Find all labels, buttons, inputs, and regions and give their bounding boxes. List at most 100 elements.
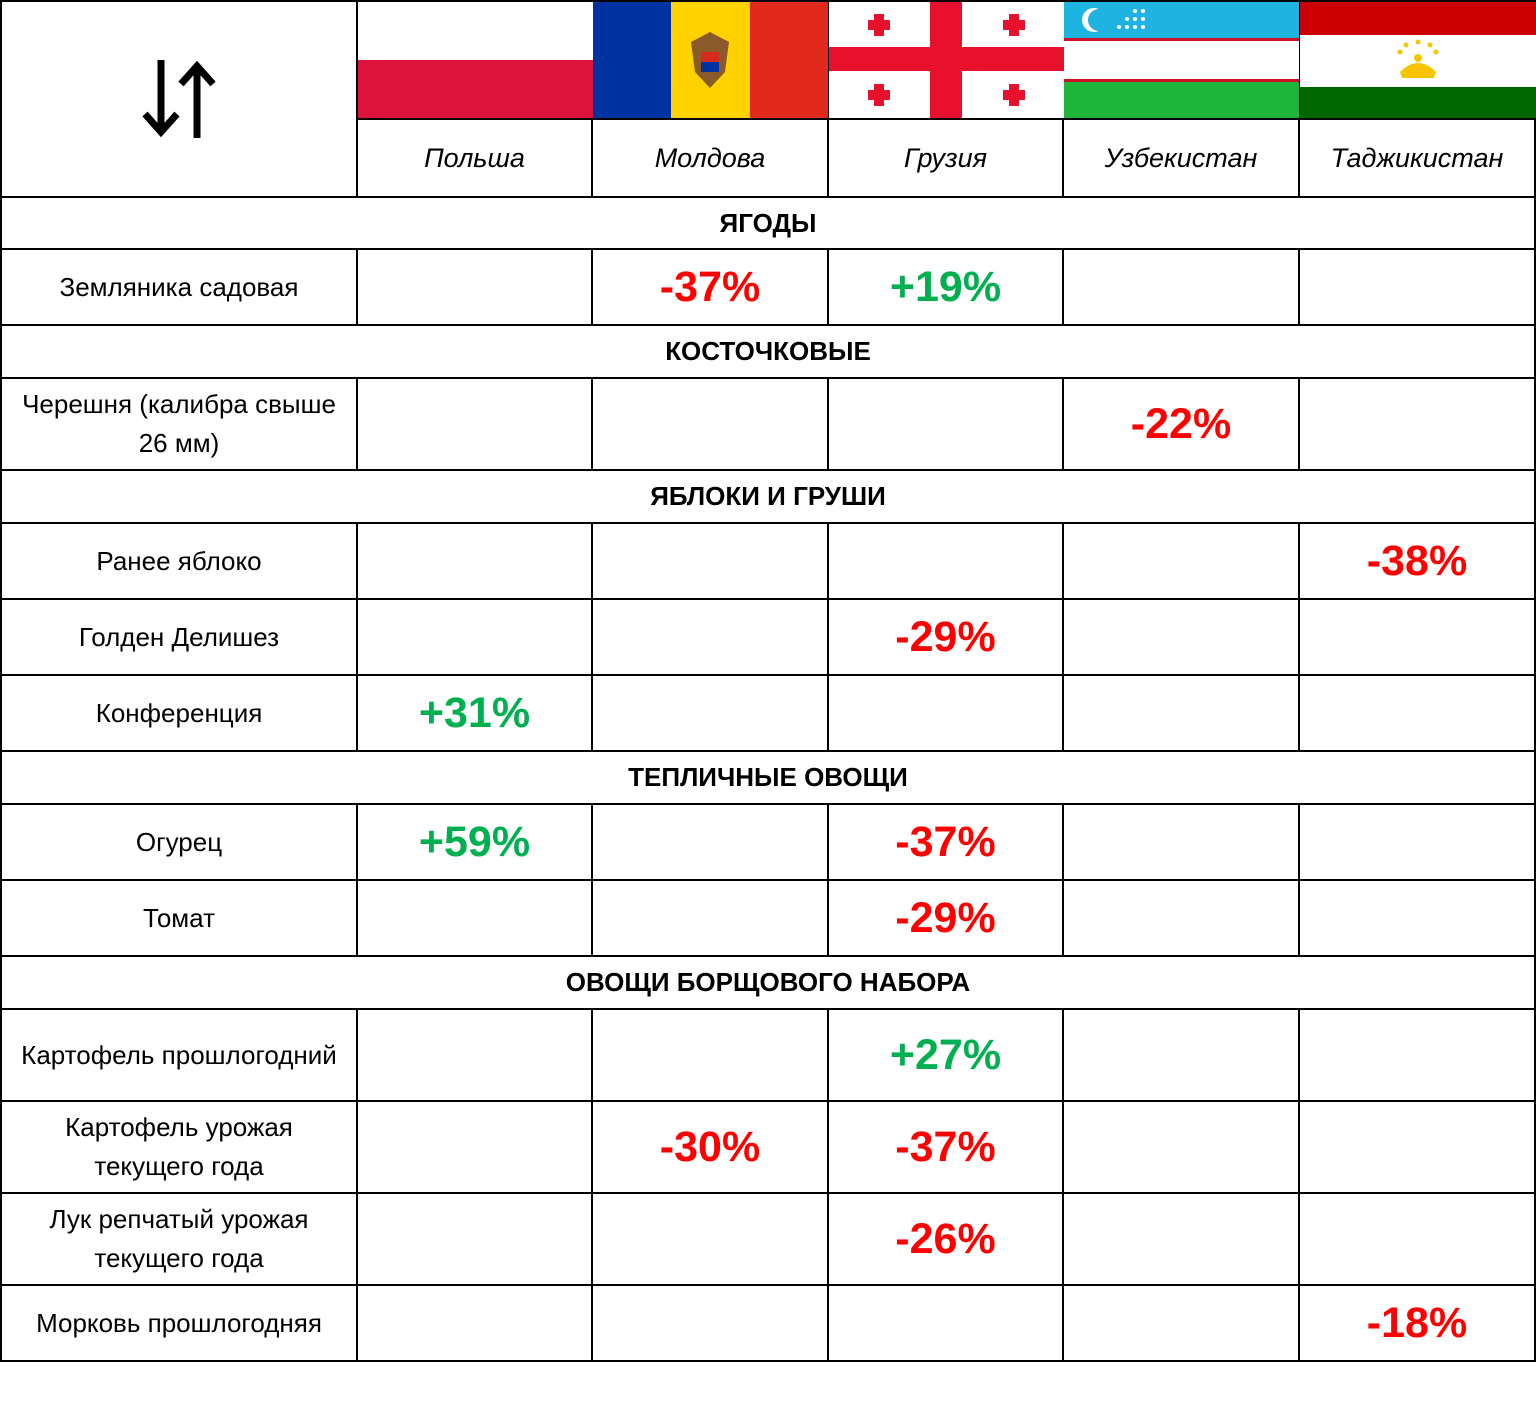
change-value: -29% — [827, 598, 1064, 676]
change-value: +59% — [356, 803, 593, 881]
change-value: -22% — [1062, 377, 1300, 471]
empty-cell — [1062, 248, 1300, 326]
row-label: Огурец — [0, 803, 358, 881]
empty-cell — [1298, 1008, 1536, 1102]
flag-poland — [356, 0, 593, 120]
row-label: Голден Делишез — [0, 598, 358, 676]
empty-cell — [1062, 803, 1300, 881]
section-row: ЯГОДЫ — [0, 196, 1536, 250]
empty-cell — [591, 1008, 829, 1102]
empty-cell — [591, 598, 829, 676]
section-row: ОВОЩИ БОРЩОВОГО НАБОРА — [0, 955, 1536, 1010]
empty-cell — [591, 674, 829, 752]
empty-cell — [827, 522, 1064, 600]
change-value: -37% — [827, 803, 1064, 881]
data-row: Лук репчатый урожая текущего года -26% — [0, 1192, 1536, 1286]
section-title: ТЕПЛИЧНЫЕ ОВОЩИ — [0, 750, 1536, 805]
row-label: Конференция — [0, 674, 358, 752]
empty-cell — [827, 1284, 1064, 1362]
data-row: Морковь прошлогодняя -18% — [0, 1284, 1536, 1362]
row-label: Морковь прошлогодняя — [0, 1284, 358, 1362]
section-title: ЯГОДЫ — [0, 196, 1536, 250]
empty-cell — [1062, 1008, 1300, 1102]
country-name: Таджикистан — [1298, 118, 1536, 198]
section-title: ОВОЩИ БОРЩОВОГО НАБОРА — [0, 955, 1536, 1010]
empty-cell — [1062, 1284, 1300, 1362]
change-value: -30% — [591, 1100, 829, 1194]
empty-cell — [1298, 1192, 1536, 1286]
empty-cell — [1062, 1192, 1300, 1286]
section-row: КОСТОЧКОВЫЕ — [0, 324, 1536, 379]
flag-uzbekistan — [1062, 0, 1300, 120]
flag-georgia — [827, 0, 1064, 120]
table: Польша Молдова Грузия Узбекистан Таджикистан… — [0, 0, 1536, 1362]
empty-cell — [1062, 598, 1300, 676]
flag-moldova — [591, 0, 829, 120]
empty-cell — [356, 522, 593, 600]
change-value: -26% — [827, 1192, 1064, 1286]
empty-cell — [591, 1284, 829, 1362]
empty-cell — [1062, 674, 1300, 752]
empty-cell — [356, 1008, 593, 1102]
empty-cell — [827, 674, 1064, 752]
row-label: Томат — [0, 879, 358, 957]
row-label: Ранее яблоко — [0, 522, 358, 600]
data-row: Картофель прошлогодний +27% — [0, 1008, 1536, 1102]
empty-cell — [356, 879, 593, 957]
empty-cell — [356, 377, 593, 471]
change-value: -18% — [1298, 1284, 1536, 1362]
change-value: -37% — [827, 1100, 1064, 1194]
empty-cell — [591, 522, 829, 600]
empty-cell — [591, 1192, 829, 1286]
country-name: Молдова — [591, 118, 829, 198]
empty-cell — [356, 1192, 593, 1286]
empty-cell — [1062, 522, 1300, 600]
change-value: -38% — [1298, 522, 1536, 600]
empty-cell — [356, 598, 593, 676]
row-label: Картофель прошлогодний — [0, 1008, 358, 1102]
change-value: +27% — [827, 1008, 1064, 1102]
change-value: +31% — [356, 674, 593, 752]
change-value: -29% — [827, 879, 1064, 957]
data-row: Ранее яблоко -38% — [0, 522, 1536, 600]
data-row: Голден Делишез -29% — [0, 598, 1536, 676]
data-row: Огурец +59% -37% — [0, 803, 1536, 881]
data-row: Черешня (калибра свыше 26 мм) -22% — [0, 377, 1536, 471]
section-row: ТЕПЛИЧНЫЕ ОВОЩИ — [0, 750, 1536, 805]
empty-cell — [1298, 803, 1536, 881]
empty-cell — [1062, 1100, 1300, 1194]
country-name: Узбекистан — [1062, 118, 1300, 198]
section-title: ЯБЛОКИ И ГРУШИ — [0, 469, 1536, 524]
empty-cell — [827, 377, 1064, 471]
empty-cell — [1298, 1100, 1536, 1194]
sort-icon — [142, 60, 216, 138]
country-name: Грузия — [827, 118, 1064, 198]
empty-cell — [591, 803, 829, 881]
change-value: -37% — [591, 248, 829, 326]
empty-cell — [1298, 598, 1536, 676]
sort-icon-cell — [0, 0, 358, 198]
empty-cell — [1062, 879, 1300, 957]
data-row: Земляника садовая -37% +19% — [0, 248, 1536, 326]
flag-tajikistan — [1298, 0, 1536, 120]
empty-cell — [356, 248, 593, 326]
row-label: Лук репчатый урожая текущего года — [0, 1192, 358, 1286]
empty-cell — [1298, 377, 1536, 471]
row-label: Земляника садовая — [0, 248, 358, 326]
change-value: +19% — [827, 248, 1064, 326]
empty-cell — [356, 1100, 593, 1194]
data-row: Картофель урожая текущего года -30% -37% — [0, 1100, 1536, 1194]
row-label: Черешня (калибра свыше 26 мм) — [0, 377, 358, 471]
empty-cell — [1298, 674, 1536, 752]
empty-cell — [1298, 248, 1536, 326]
empty-cell — [591, 879, 829, 957]
section-row: ЯБЛОКИ И ГРУШИ — [0, 469, 1536, 524]
empty-cell — [1298, 879, 1536, 957]
empty-cell — [356, 1284, 593, 1362]
section-title: КОСТОЧКОВЫЕ — [0, 324, 1536, 379]
country-name: Польша — [356, 118, 593, 198]
row-label: Картофель урожая текущего года — [0, 1100, 358, 1194]
data-row: Томат -29% — [0, 879, 1536, 957]
empty-cell — [591, 377, 829, 471]
